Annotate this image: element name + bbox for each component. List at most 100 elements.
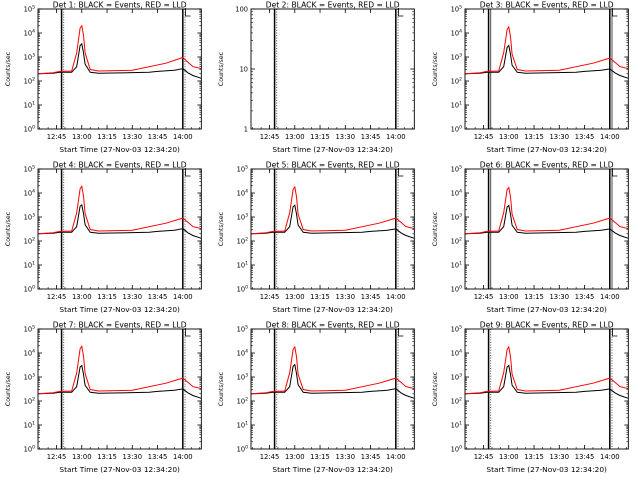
y-tick-label: 104 <box>451 349 462 358</box>
x-tick-label: 13:00 <box>285 453 305 461</box>
lld-series-line <box>250 345 415 395</box>
flag-marker <box>185 8 191 17</box>
x-tick-label: 12:45 <box>260 453 280 461</box>
x-axis-label: Start Time (27-Nov-03 12:34:20) <box>272 305 393 314</box>
x-tick-label: 14:00 <box>173 453 193 461</box>
panel-title: Det 8: BLACK = Events, RED = LLD <box>266 321 400 330</box>
y-tick-label: 104 <box>24 29 35 38</box>
y-tick-label: 104 <box>237 189 248 198</box>
y-tick-label: 103 <box>24 53 35 62</box>
y-axis-label: Counts/sec <box>432 211 439 246</box>
x-tick-label: 13:45 <box>361 133 381 141</box>
x-tick-label: 13:30 <box>335 453 355 461</box>
panel-title: Det 6: BLACK = Events, RED = LLD <box>480 161 614 170</box>
x-tick-label: 13:15 <box>97 293 117 301</box>
x-tick-label: 13:15 <box>97 453 117 461</box>
x-tick-label: 12:45 <box>260 133 280 141</box>
y-tick-label: 100 <box>451 285 462 294</box>
x-axis-label: Start Time (27-Nov-03 12:34:20) <box>59 145 180 154</box>
x-tick-label: 13:30 <box>122 453 142 461</box>
y-tick-label: 100 <box>451 445 462 454</box>
y-axis-label: Counts/sec <box>432 371 439 406</box>
y-tick-label: 102 <box>237 237 248 246</box>
y-tick-label: 101 <box>451 421 462 430</box>
flag-marker <box>612 168 618 177</box>
x-tick-label: 13:00 <box>499 453 519 461</box>
panel-title: Det 9: BLACK = Events, RED = LLD <box>480 321 614 330</box>
events-series-line <box>464 364 629 399</box>
panel-title: Det 5: BLACK = Events, RED = LLD <box>266 161 400 170</box>
events-series-line <box>37 364 202 399</box>
lld-series-line <box>464 345 629 395</box>
y-tick-label: 104 <box>24 189 35 198</box>
x-tick-label: 13:30 <box>122 293 142 301</box>
y-tick-label: 100 <box>451 125 462 134</box>
plot-frame <box>250 328 415 450</box>
y-axis-label: Counts/sec <box>218 211 225 246</box>
x-tick-label: 13:00 <box>499 293 519 301</box>
y-tick-label: 101 <box>237 421 248 430</box>
y-tick-label: 105 <box>24 325 35 334</box>
y-tick-label: 103 <box>451 53 462 62</box>
x-tick-label: 14:00 <box>386 293 406 301</box>
flag-marker <box>612 328 618 337</box>
panel-title: Det 2: BLACK = Events, RED = LLD <box>266 1 400 10</box>
x-tick-label: 13:00 <box>72 293 92 301</box>
detector-panel-6: Det 6: BLACK = Events, RED = LLD Counts/s… <box>432 161 629 314</box>
lld-series-line <box>250 185 415 235</box>
x-tick-label: 14:00 <box>173 133 193 141</box>
x-tick-label: 13:00 <box>72 453 92 461</box>
detector-panel-9: Det 9: BLACK = Events, RED = LLD Counts/s… <box>432 321 629 474</box>
detector-panel-7: Det 7: BLACK = Events, RED = LLD Counts/s… <box>5 321 202 474</box>
y-tick-label: 102 <box>451 77 462 86</box>
x-tick-label: 14:00 <box>386 133 406 141</box>
x-tick-label: 13:15 <box>310 453 330 461</box>
x-tick-label: 13:30 <box>549 453 569 461</box>
panel-title: Det 3: BLACK = Events, RED = LLD <box>480 1 614 10</box>
y-tick-label: 100 <box>24 285 35 294</box>
y-tick-label: 105 <box>451 5 462 14</box>
x-tick-label: 13:00 <box>72 133 92 141</box>
x-tick-label: 13:45 <box>575 293 595 301</box>
plot-frame <box>464 168 629 290</box>
y-tick-label: 104 <box>237 349 248 358</box>
x-tick-label: 14:00 <box>386 453 406 461</box>
detector-panel-1: Det 1: BLACK = Events, RED = LLD Counts/s… <box>5 1 202 154</box>
y-tick-label: 104 <box>451 29 462 38</box>
y-tick-label: 101 <box>24 261 35 270</box>
y-tick-label: 103 <box>237 373 248 382</box>
plot-frame <box>37 328 202 450</box>
events-series-line <box>37 203 202 239</box>
y-axis-label: Counts/sec <box>432 51 439 86</box>
plot-frame <box>464 8 629 130</box>
y-tick-label: 100 <box>24 125 35 134</box>
y-tick-label: 10 <box>240 66 248 74</box>
detector-panel-8: Det 8: BLACK = Events, RED = LLD Counts/s… <box>218 321 415 474</box>
y-axis-label: Counts/sec <box>5 371 12 406</box>
flag-marker <box>398 8 404 17</box>
x-axis-label: Start Time (27-Nov-03 12:34:20) <box>59 305 180 314</box>
y-tick-label: 101 <box>451 261 462 270</box>
x-axis-label: Start Time (27-Nov-03 12:34:20) <box>486 305 607 314</box>
x-tick-label: 12:45 <box>474 293 494 301</box>
x-tick-label: 13:00 <box>285 293 305 301</box>
flag-marker <box>398 328 404 337</box>
lld-series-line <box>464 25 629 75</box>
y-tick-label: 103 <box>451 373 462 382</box>
y-tick-label: 101 <box>451 101 462 110</box>
y-tick-label: 103 <box>24 213 35 222</box>
x-tick-label: 13:45 <box>575 453 595 461</box>
x-axis-label: Start Time (27-Nov-03 12:34:20) <box>486 145 607 154</box>
events-series-line <box>250 204 415 239</box>
y-axis-label: Counts/sec <box>218 51 225 86</box>
x-tick-label: 13:45 <box>575 133 595 141</box>
events-series-line <box>464 44 629 79</box>
x-axis-label: Start Time (27-Nov-03 12:34:20) <box>272 465 393 474</box>
lld-series-line <box>464 186 629 235</box>
flag-marker <box>185 168 191 177</box>
y-tick-label: 103 <box>237 213 248 222</box>
x-tick-label: 13:45 <box>361 453 381 461</box>
x-axis-label: Start Time (27-Nov-03 12:34:20) <box>59 465 180 474</box>
y-tick-label: 100 <box>237 285 248 294</box>
